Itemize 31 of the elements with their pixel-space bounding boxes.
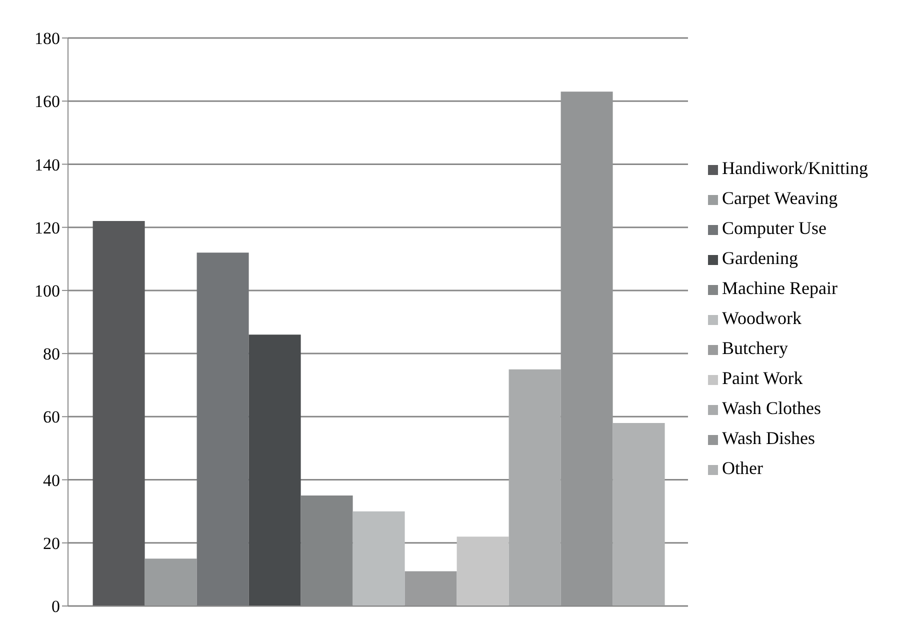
- bar: [612, 422, 665, 606]
- bar: [560, 92, 613, 606]
- legend-label: Handiwork/Knitting: [722, 158, 868, 178]
- bar: [508, 369, 561, 606]
- y-tick-label: 0: [52, 597, 60, 616]
- y-tick-label: 20: [43, 534, 60, 553]
- bar: [196, 252, 249, 606]
- bar: [404, 571, 457, 606]
- bar: [248, 334, 301, 606]
- legend-label: Other: [722, 458, 763, 478]
- y-tick-label: 140: [34, 155, 60, 174]
- bar: [456, 536, 509, 606]
- legend-label: Computer Use: [722, 218, 826, 238]
- bar: [144, 558, 197, 606]
- bar: [92, 221, 145, 606]
- y-tick-label: 40: [43, 470, 60, 490]
- y-tick-label: 100: [34, 281, 60, 300]
- y-tick-label: 60: [43, 408, 60, 427]
- y-tick-label: 80: [43, 344, 60, 364]
- legend-label: Woodwork: [722, 308, 802, 328]
- legend-label: Wash Dishes: [722, 428, 816, 448]
- legend-label: Butchery: [722, 338, 788, 358]
- y-tick-label: 180: [34, 29, 60, 48]
- bar: [352, 511, 405, 606]
- y-tick-label: 160: [34, 92, 60, 112]
- y-tick-label: 120: [34, 218, 60, 238]
- legend-label: Wash Clothes: [722, 398, 822, 418]
- legend-label: Carpet Weaving: [722, 188, 838, 208]
- legend-label: Machine Repair: [722, 278, 838, 298]
- legend-label: Paint Work: [722, 368, 803, 388]
- legend-label: Gardening: [722, 248, 798, 268]
